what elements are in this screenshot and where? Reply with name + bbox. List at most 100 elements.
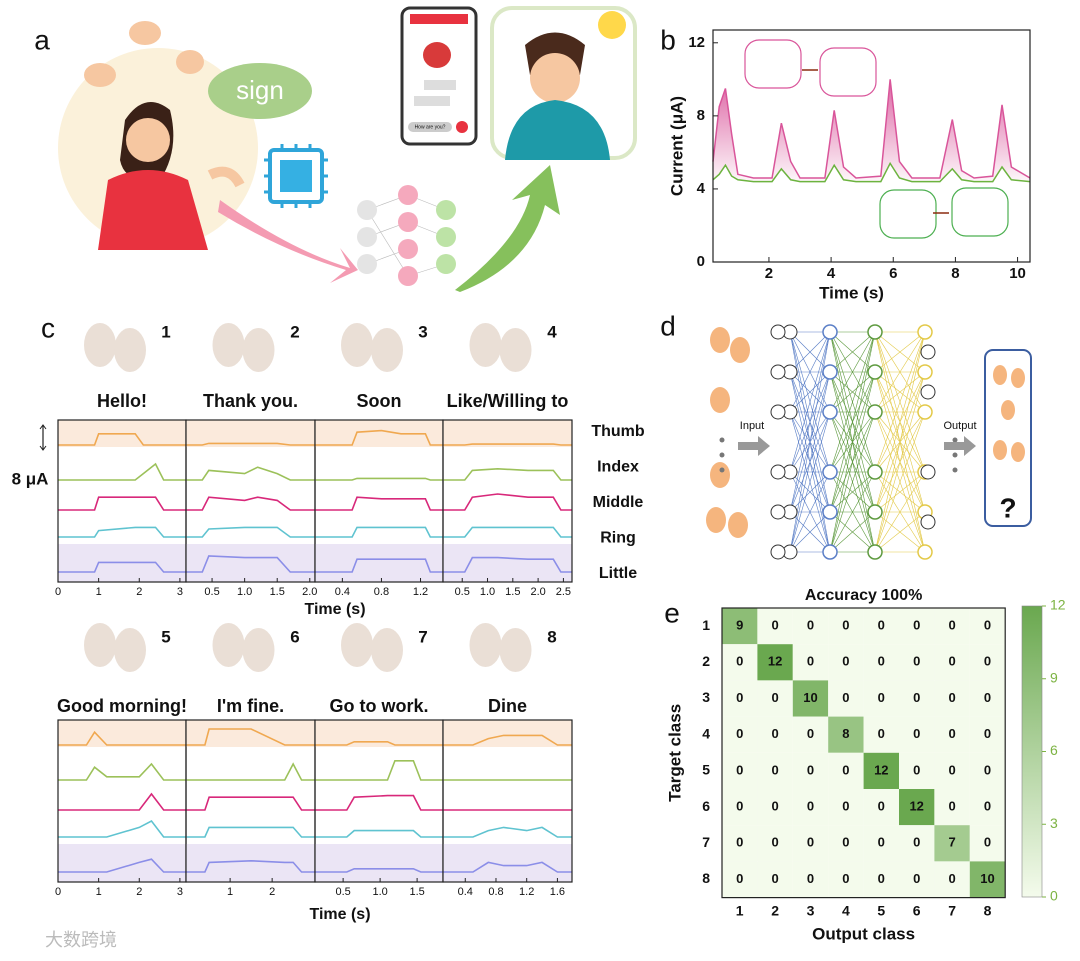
node — [867, 504, 883, 520]
area-fill — [713, 79, 1030, 182]
heat-cell — [969, 789, 1006, 826]
heat-cell — [792, 825, 829, 862]
dot — [719, 452, 725, 458]
cell-label: 0 — [771, 618, 778, 633]
sign-number: 2 — [290, 322, 299, 341]
x-tick-label: 0 — [55, 886, 61, 898]
sign-number: 5 — [161, 627, 170, 646]
edge — [829, 331, 876, 513]
finger-label: Middle — [593, 494, 644, 511]
cell-label: 0 — [736, 871, 743, 886]
cell-label: 0 — [771, 726, 778, 741]
x-tick-label: 3 — [807, 902, 815, 918]
heat-cell — [863, 716, 899, 753]
y-tick-label: 0 — [697, 253, 705, 270]
finger-trace — [443, 493, 572, 511]
x-tick-label: 2 — [136, 586, 142, 598]
thumb-band — [443, 420, 572, 447]
heat-cell — [757, 608, 793, 645]
heat-cell — [722, 716, 758, 753]
cell-label: 0 — [913, 618, 920, 633]
heat-cell — [828, 680, 864, 717]
x-tick-label: 8 — [984, 902, 992, 918]
cell-label: 10 — [980, 871, 994, 886]
cell-label: 0 — [878, 654, 885, 669]
thumb-band — [443, 720, 572, 747]
hand-photo — [499, 628, 532, 672]
heat-cell — [899, 716, 935, 753]
edge — [789, 331, 831, 513]
cell-label: 0 — [948, 690, 955, 705]
sign-label: Like/Willing to — [447, 391, 569, 411]
finger-trace — [315, 558, 443, 573]
finger-trace — [315, 759, 443, 781]
node — [770, 364, 786, 380]
dot — [952, 467, 958, 473]
sign-number: 6 — [290, 627, 299, 646]
x-axis-label: Time (s) — [304, 601, 365, 618]
y-tick-label: 2 — [702, 653, 710, 669]
finger-trace — [58, 462, 186, 481]
heat-cell — [757, 716, 793, 753]
hand-icon — [730, 337, 750, 363]
cell-label: 0 — [842, 654, 849, 669]
edge — [789, 471, 831, 513]
node — [822, 324, 838, 340]
heat-cell — [757, 861, 793, 898]
cell-label: 0 — [948, 726, 955, 741]
heat-cell — [863, 608, 899, 645]
edge — [789, 331, 831, 373]
finger-trace — [315, 867, 443, 873]
sign-number: 4 — [547, 322, 557, 341]
hand-inset — [879, 189, 937, 239]
edge — [789, 331, 831, 413]
edge — [829, 371, 876, 553]
edge — [829, 411, 876, 553]
edge — [829, 331, 876, 473]
cell-label: 12 — [909, 799, 923, 814]
node — [822, 504, 838, 520]
sign-number: 3 — [418, 322, 427, 341]
edge — [874, 331, 926, 373]
cell-label: 0 — [736, 690, 743, 705]
cell-label: 0 — [948, 654, 955, 669]
plot-frame — [712, 29, 1031, 263]
sign-label: Soon — [357, 391, 402, 411]
x-tick-label: 1 — [227, 886, 233, 898]
node — [867, 544, 883, 560]
cell-label: 0 — [842, 871, 849, 886]
cell-label: 0 — [878, 835, 885, 850]
heat-cell — [934, 680, 970, 717]
phone-text: How are you? — [415, 124, 446, 130]
y-axis-label: Current (μA) — [667, 96, 686, 196]
finger-trace — [443, 467, 572, 481]
node — [770, 464, 786, 480]
y-axis-label: Target class — [665, 704, 684, 802]
cell-label: 0 — [984, 799, 991, 814]
sign-number: 7 — [418, 627, 427, 646]
node — [770, 404, 786, 420]
cell-label: 0 — [984, 654, 991, 669]
y-tick-label: 8 — [702, 870, 710, 886]
node — [822, 464, 838, 480]
y-tick-label: 1 — [702, 617, 710, 633]
scale-arrows — [39, 424, 47, 451]
edge — [829, 471, 876, 513]
x-tick-label: 0 — [55, 586, 61, 598]
cell-label: 10 — [803, 690, 817, 705]
edge — [789, 471, 831, 553]
cell-label: 0 — [771, 871, 778, 886]
x-tick-label: 0.5 — [455, 586, 470, 598]
cell-label: 0 — [807, 654, 814, 669]
colorbar-tick-label: 0 — [1050, 888, 1058, 904]
finger-trace — [186, 442, 315, 446]
heat-cell — [757, 644, 793, 681]
x-tick-label: 1.0 — [237, 586, 252, 598]
node — [822, 544, 838, 560]
heat-cell — [722, 752, 758, 789]
cell-label: 0 — [984, 835, 991, 850]
node — [920, 514, 936, 530]
x-tick-label: 1.5 — [505, 586, 520, 598]
heat-cell — [722, 789, 758, 826]
node — [770, 504, 786, 520]
